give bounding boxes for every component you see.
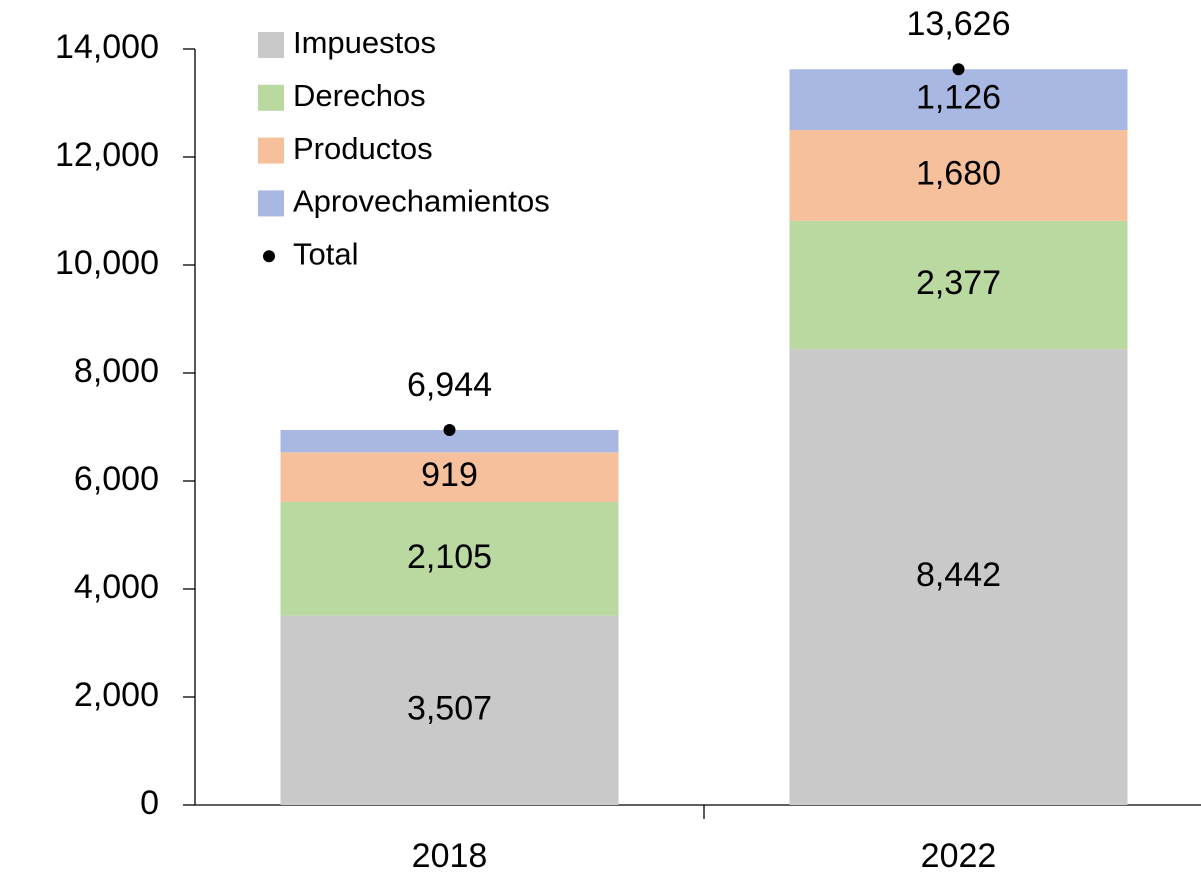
y-tick-label: 4,000 (74, 568, 159, 606)
x-tick-label: 2018 (412, 837, 488, 875)
legend-marker (263, 250, 275, 263)
data-label: 1,126 (916, 79, 1001, 117)
bar-segment (280, 430, 619, 453)
legend-label: Aprovechamientos (293, 184, 550, 219)
bar-segment (280, 615, 619, 805)
y-tick-label: 8,000 (74, 352, 159, 390)
data-label: 919 (421, 456, 478, 494)
y-tick-label: 12,000 (55, 136, 159, 174)
data-label: 1,680 (916, 154, 1001, 192)
total-marker (952, 63, 965, 76)
legend-label: Total (293, 236, 358, 271)
bar-segment (789, 220, 1128, 350)
y-tick-label: 6,000 (74, 460, 159, 498)
data-label: 8,442 (916, 556, 1001, 594)
y-tick-label: 0 (140, 784, 159, 822)
legend-swatch (258, 32, 284, 58)
legend-swatch (258, 84, 284, 111)
total-marker (443, 424, 456, 437)
bar-segment (789, 130, 1128, 221)
legend-label: Productos (293, 131, 433, 166)
total-label: 6,944 (407, 366, 492, 404)
y-tick-label: 14,000 (55, 28, 159, 66)
bar-segment (280, 452, 619, 502)
legend-label: Impuestos (293, 25, 436, 60)
bar-segment (789, 69, 1128, 131)
data-label: 2,105 (407, 538, 492, 576)
total-label: 13,626 (907, 5, 1011, 43)
data-label: 3,507 (407, 689, 492, 727)
bar-segment (789, 349, 1128, 805)
bar-segment (280, 501, 619, 616)
legend-label: Derechos (293, 78, 426, 113)
y-tick-label: 10,000 (55, 244, 159, 282)
x-tick-label: 2022 (921, 837, 997, 875)
legend-swatch (258, 137, 284, 164)
y-tick-label: 2,000 (74, 676, 159, 714)
legend-swatch (258, 190, 284, 217)
data-label: 2,377 (916, 264, 1001, 302)
